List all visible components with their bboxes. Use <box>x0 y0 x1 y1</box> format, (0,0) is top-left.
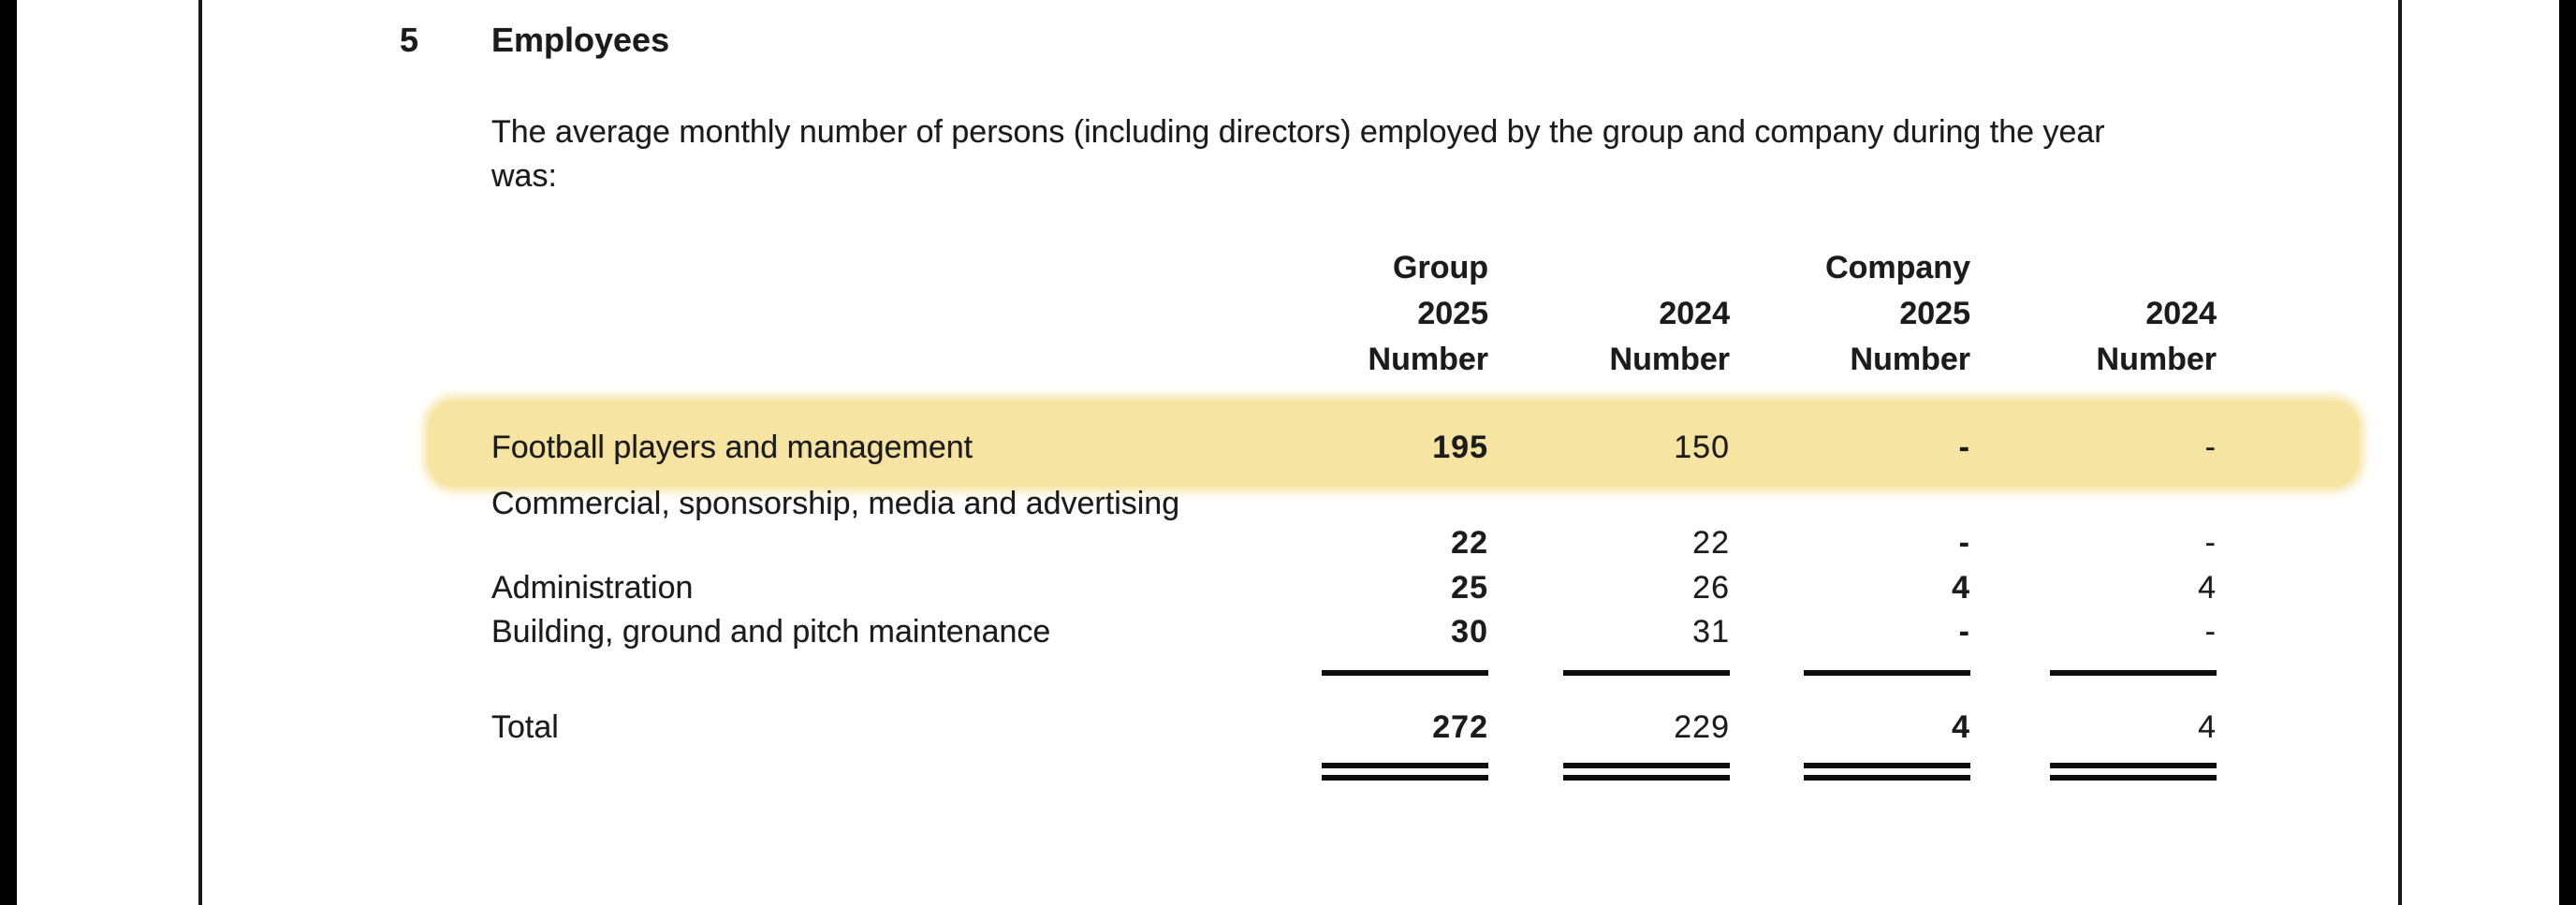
table-header-year-row: 2025 2024 2025 2024 <box>491 295 2217 332</box>
header-company-2025: 2025 <box>1899 296 1970 331</box>
table-row-administration: Administration 25 26 4 4 <box>491 569 2217 606</box>
cell-company-2025: 4 <box>1952 570 1970 606</box>
header-unit: Number <box>1609 342 1730 377</box>
header-company-2024: 2024 <box>2145 296 2217 331</box>
row-label: Administration <box>491 570 694 606</box>
cell-group-2025: 22 <box>1451 525 1488 561</box>
column-double-rule <box>2050 763 2217 781</box>
page-border-right <box>2398 0 2402 905</box>
table-total-double-rules <box>491 763 2217 800</box>
column-rule <box>1563 670 1730 676</box>
table-subtotal-rules <box>491 670 2217 708</box>
row-label: Football players and management <box>491 430 973 465</box>
header-group-2024: 2024 <box>1659 296 1730 331</box>
cell-group-2025: 30 <box>1451 614 1488 650</box>
screen-edge-left <box>0 0 17 905</box>
header-group: Group <box>1393 250 1488 285</box>
cell-company-2025: - <box>1958 525 1970 561</box>
total-group-2024: 229 <box>1674 709 1730 745</box>
table-row-football-players: Football players and management 195 150 … <box>491 429 2217 466</box>
column-double-rule <box>1804 763 1970 781</box>
table-row-commercial-values: 22 22 - - <box>491 524 2217 562</box>
total-company-2025: 4 <box>1952 709 1970 745</box>
page-border-left <box>198 0 202 905</box>
cell-company-2025: - <box>1958 430 1970 465</box>
table-row-building-maintenance: Building, ground and pitch maintenance 3… <box>491 613 2217 650</box>
cell-company-2024: - <box>2204 525 2217 561</box>
header-unit: Number <box>2096 342 2217 377</box>
header-unit: Number <box>1368 342 1488 377</box>
column-rule <box>2050 670 2217 676</box>
table-header-entity-row: Group Company <box>491 249 2217 286</box>
column-double-rule <box>1322 763 1488 781</box>
cell-company-2024: - <box>2204 614 2217 650</box>
cell-group-2024: 22 <box>1692 525 1730 561</box>
total-label: Total <box>491 709 559 745</box>
intro-paragraph: The average monthly number of persons (i… <box>491 110 2204 198</box>
total-company-2024: 4 <box>2198 709 2217 745</box>
cell-group-2024: 31 <box>1692 614 1730 650</box>
table-header-unit-row: Number Number Number Number <box>491 341 2217 378</box>
row-label: Commercial, sponsorship, media and adver… <box>491 486 1180 521</box>
employees-table: Group Company 2025 2024 2025 2024 Number… <box>491 0 2217 905</box>
row-highlight-annotation <box>429 401 2359 487</box>
column-double-rule <box>1563 763 1730 781</box>
table-row-total: Total 272 229 4 4 <box>491 708 2217 746</box>
intro-line-1: The average monthly number of persons (i… <box>491 114 2105 150</box>
total-group-2025: 272 <box>1432 709 1488 745</box>
column-rule <box>1804 670 1970 676</box>
screen-edge-right <box>2559 0 2576 905</box>
cell-group-2024: 150 <box>1674 430 1730 465</box>
section-number: 5 <box>400 21 419 59</box>
cell-company-2024: - <box>2204 430 2217 465</box>
cell-group-2024: 26 <box>1692 570 1730 606</box>
column-rule <box>1322 670 1488 676</box>
cell-group-2025: 195 <box>1432 430 1488 465</box>
header-group-2025: 2025 <box>1417 296 1488 331</box>
intro-line-2: was: <box>491 158 557 194</box>
header-unit: Number <box>1850 342 1970 377</box>
section-title: Employees <box>491 21 670 59</box>
cell-company-2025: - <box>1958 614 1970 650</box>
row-label: Building, ground and pitch maintenance <box>491 614 1051 650</box>
cell-company-2024: 4 <box>2198 570 2217 606</box>
table-row-commercial-label: Commercial, sponsorship, media and adver… <box>491 485 2217 522</box>
cell-group-2025: 25 <box>1451 570 1488 606</box>
header-company: Company <box>1825 250 1970 285</box>
